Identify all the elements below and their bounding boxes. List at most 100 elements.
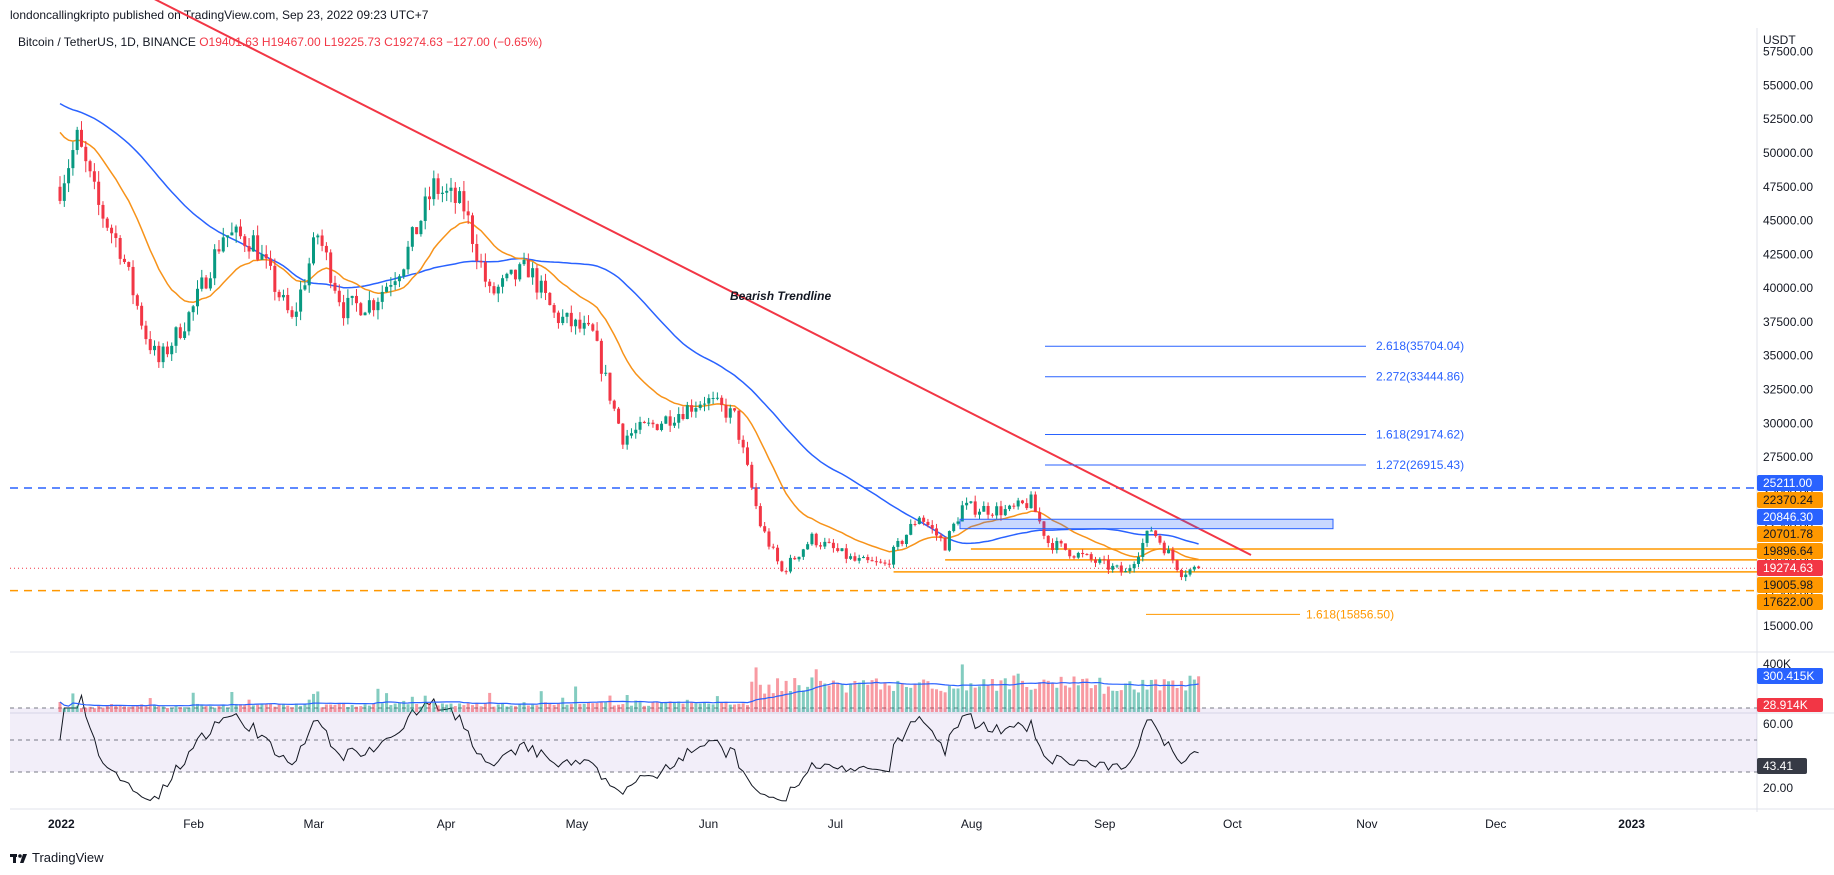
candle-body	[1063, 543, 1067, 550]
currency-label: USDT	[1763, 33, 1796, 47]
candle-body	[544, 280, 548, 293]
volume-bar	[608, 695, 612, 712]
volume-bar	[651, 702, 655, 712]
candle-body	[810, 533, 814, 545]
volume-bar	[226, 707, 230, 712]
time-axis-label: 2023	[1618, 817, 1645, 831]
candle-body	[419, 220, 423, 235]
candle-body	[92, 171, 96, 182]
candle-body	[977, 511, 981, 515]
volume-bar	[642, 705, 646, 712]
time-axis-label: Nov	[1356, 817, 1377, 831]
volume-bar	[187, 707, 191, 712]
time-axis-label: Jun	[699, 817, 718, 831]
volume-bar	[694, 703, 698, 712]
candle-body	[793, 557, 797, 560]
time-axis-label: Oct	[1223, 817, 1242, 831]
time-axis-label: Aug	[961, 817, 982, 831]
candle-body	[161, 346, 165, 363]
candle-body	[556, 312, 560, 324]
volume-bar	[1029, 689, 1033, 712]
volume-bar	[586, 702, 590, 712]
volume-bar	[668, 701, 672, 712]
volume-bar	[316, 691, 320, 712]
candle-body	[1184, 574, 1188, 578]
candle-body	[522, 259, 526, 265]
volume-bar	[432, 702, 436, 712]
volume-bar	[840, 684, 844, 712]
volume-bar	[333, 704, 337, 712]
volume-bar	[591, 703, 595, 712]
candle-body	[1136, 556, 1140, 564]
candle-body	[397, 276, 401, 282]
candle-body	[836, 548, 840, 551]
volume-bar	[874, 678, 878, 712]
volume-bar	[720, 702, 724, 712]
volume-bar	[62, 708, 66, 712]
publisher-line: londoncallingkripto published on Trading…	[10, 8, 428, 22]
volume-ma-tag-label: 300.415K	[1763, 669, 1814, 683]
candle-body	[939, 535, 943, 539]
volume-bar	[195, 703, 199, 712]
candle-body	[819, 545, 823, 547]
symbol-name[interactable]: Bitcoin / TetherUS, 1D, BINANCE	[18, 35, 196, 49]
volume-bar	[161, 706, 165, 712]
volume-bar	[294, 703, 298, 712]
time-axis-label: Mar	[304, 817, 325, 831]
candle-body	[591, 324, 595, 331]
volume-bar	[393, 703, 397, 712]
price-tick-label: 27500.00	[1763, 450, 1813, 464]
candle-body	[501, 278, 505, 287]
volume-bar	[1046, 680, 1050, 712]
volume-bar	[1098, 677, 1102, 712]
price-tag-label: 25211.00	[1763, 476, 1812, 490]
candle-body	[458, 191, 462, 203]
volume-bar	[1184, 690, 1188, 712]
volume-bar	[763, 693, 767, 712]
volume-bar	[724, 701, 728, 712]
candle-body	[101, 204, 105, 219]
volume-bar	[346, 707, 350, 712]
volume-bar	[698, 703, 702, 712]
price-tick-label: 15000.00	[1763, 619, 1813, 633]
candle-body	[625, 435, 629, 445]
rsi-pane: 60.00 20.00 43.41	[10, 693, 1807, 802]
volume-bar	[440, 703, 444, 712]
volume-bar	[750, 681, 754, 712]
volume-bar	[806, 686, 810, 712]
time-axis-label: Apr	[437, 817, 456, 831]
candle-body	[114, 233, 118, 239]
volume-bar	[965, 690, 969, 712]
volume-bar	[715, 696, 719, 712]
candle-body	[488, 281, 492, 287]
volume-bar	[281, 704, 285, 712]
candle-body	[367, 300, 371, 313]
volume-bar	[303, 704, 307, 712]
candle-body	[67, 168, 71, 184]
candle-body	[698, 404, 702, 409]
candle-body	[1085, 554, 1089, 556]
volume-bar	[621, 704, 625, 712]
volume-bar	[410, 696, 414, 712]
volume-bar	[453, 706, 457, 712]
volume-bar	[995, 690, 999, 712]
candle-body	[1175, 560, 1179, 570]
volume-bar	[359, 706, 363, 712]
candle-body	[745, 447, 749, 465]
candle-body	[436, 178, 440, 194]
volume-bar	[475, 703, 479, 712]
candle-body	[505, 273, 509, 279]
resistance-zone	[959, 518, 1334, 530]
footer: TradingView	[10, 850, 104, 865]
candle-body	[286, 294, 290, 311]
volume-bar	[819, 680, 823, 712]
volume-bar	[501, 703, 505, 712]
volume-bar	[844, 692, 848, 712]
volume-bar	[788, 691, 792, 712]
price-tick-label: 30000.00	[1763, 416, 1813, 430]
volume-bar	[251, 705, 255, 712]
candle-body	[513, 269, 517, 280]
candle-body	[1145, 530, 1149, 543]
